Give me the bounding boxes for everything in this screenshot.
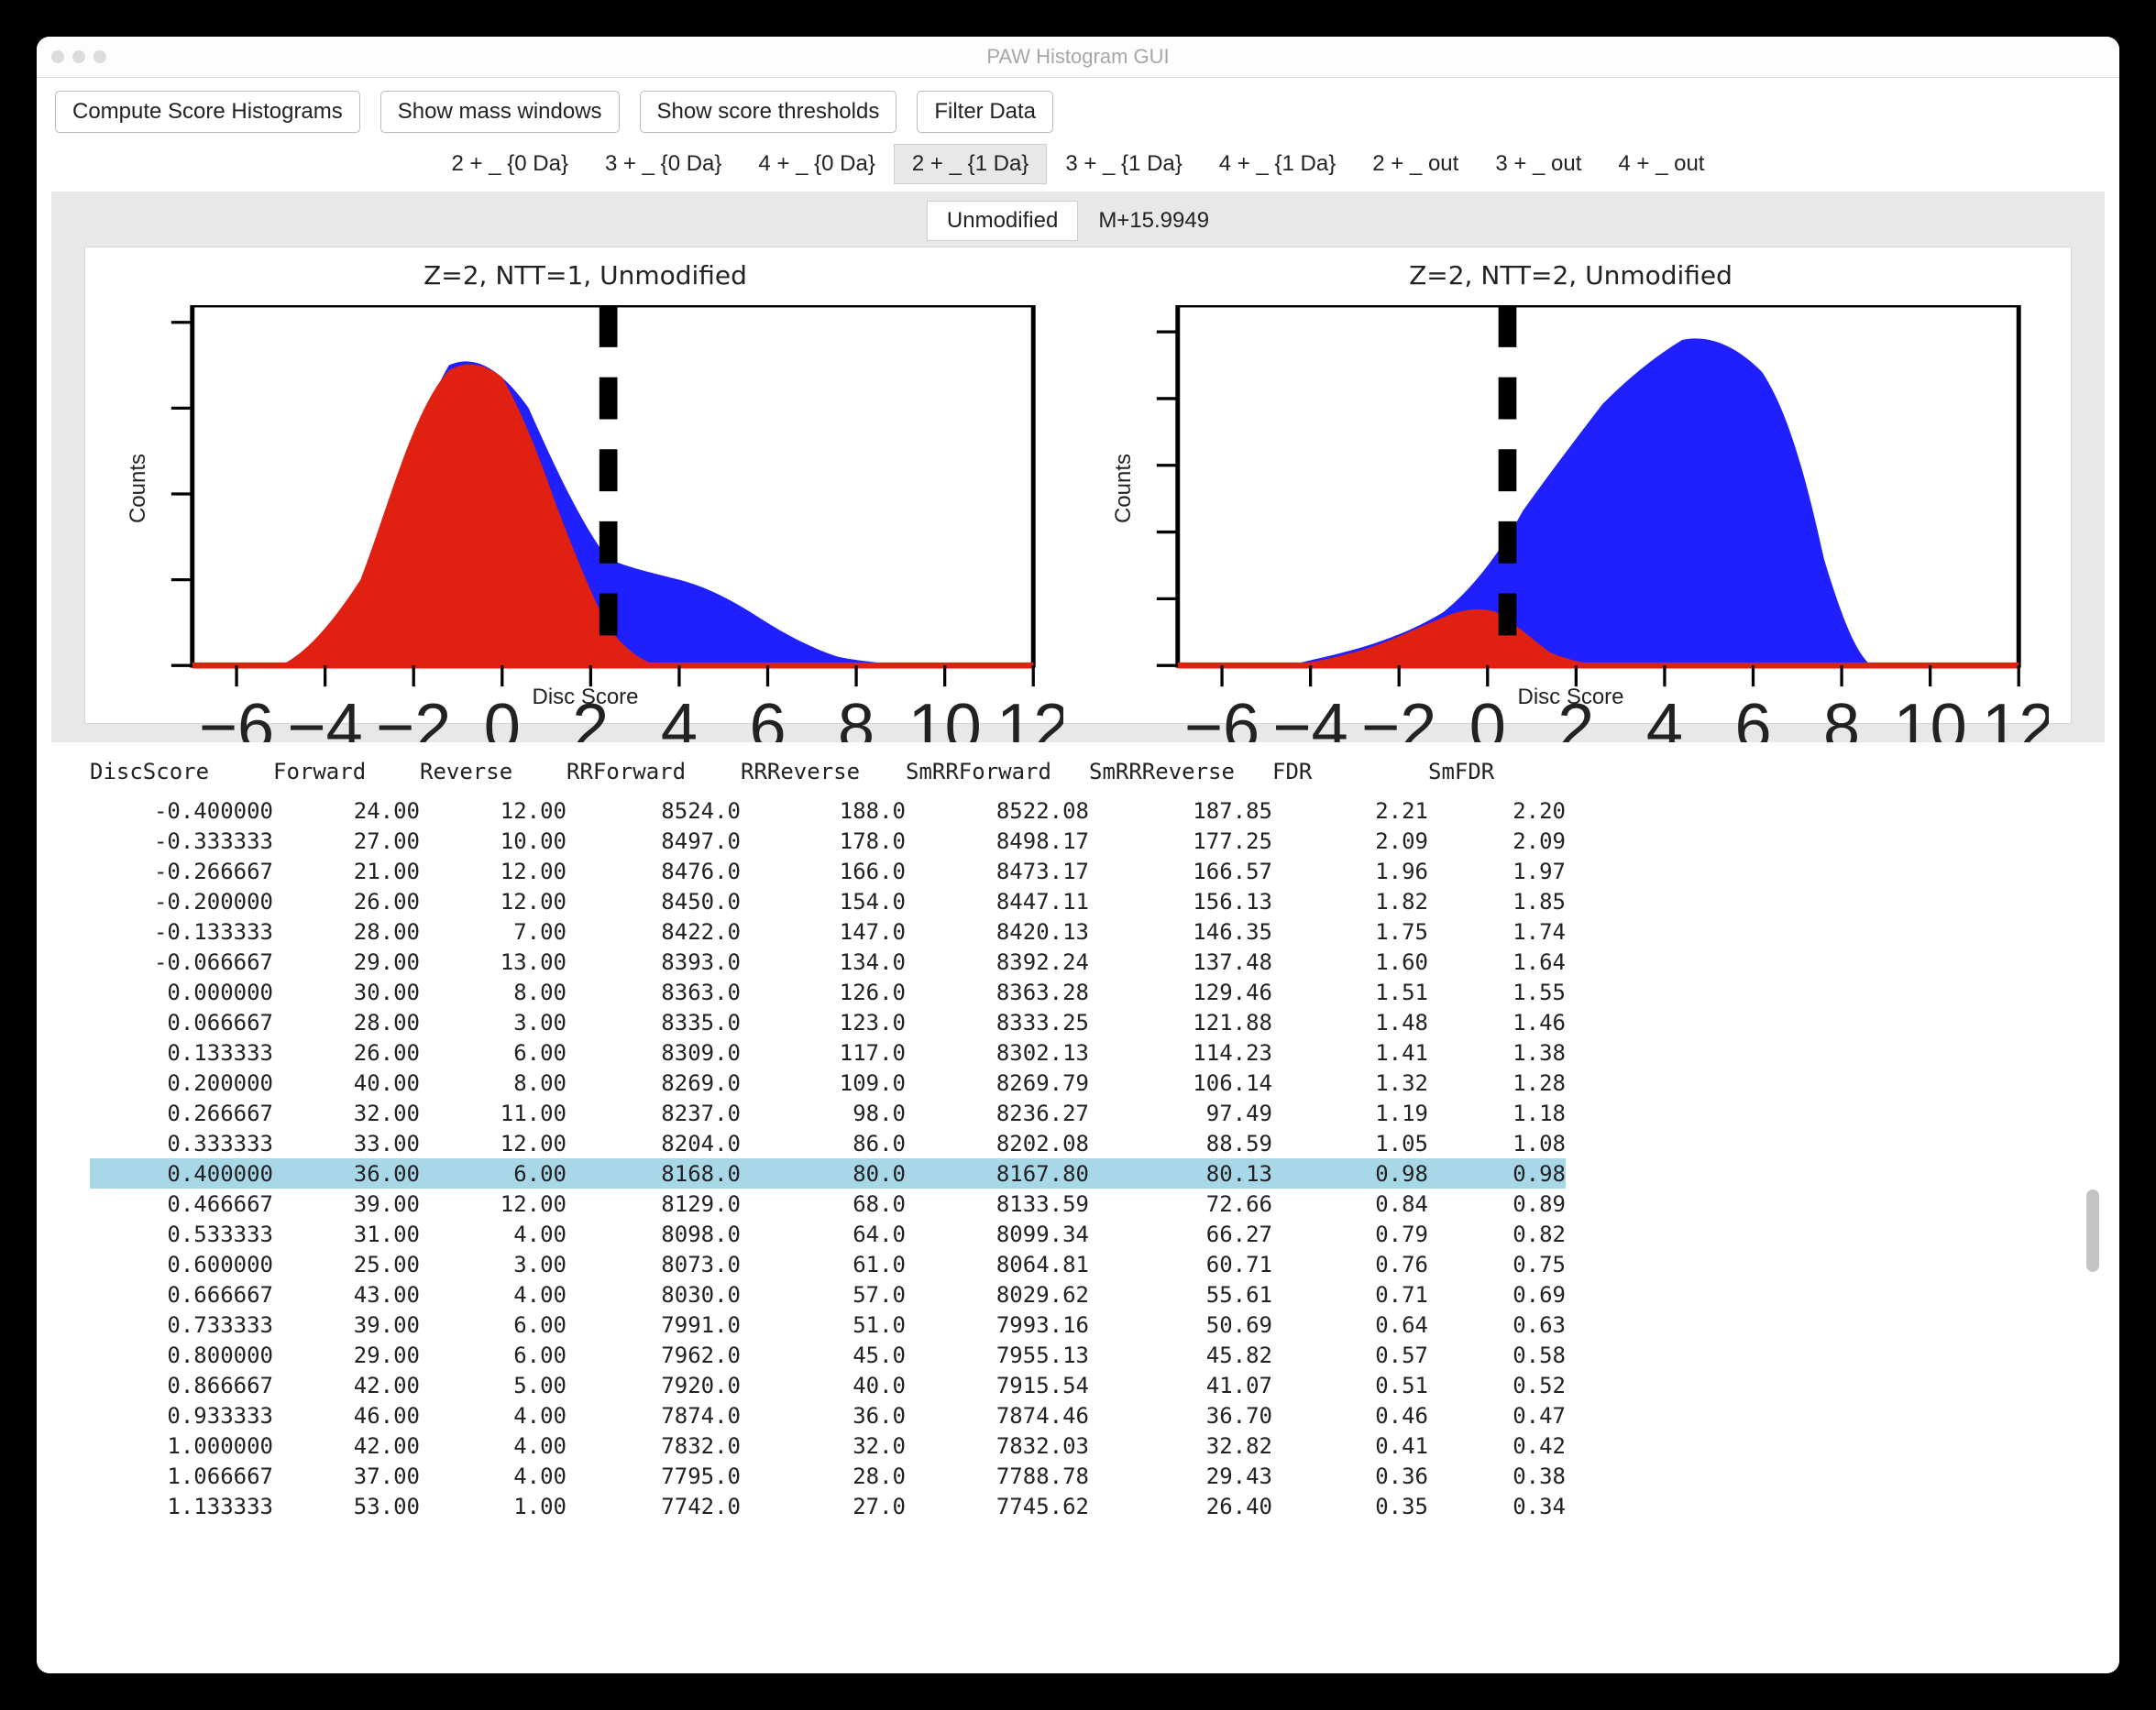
table-row[interactable]: 0.666667 43.00 4.00 8030.0 57.0 8029.62 … [90,1279,1566,1310]
plots-panel: UnmodifiedM+15.9949 Z=2, NTT=1, Unmodifi… [51,192,2105,742]
mod-tab-0[interactable]: Unmodified [927,201,1078,241]
table-row[interactable]: 0.400000 36.00 6.00 8168.0 80.0 8167.80 … [90,1158,1566,1189]
charge-tab-2[interactable]: 4 + _ {0 Da} [740,144,893,184]
table-row[interactable]: -0.400000 24.00 12.00 8524.0 188.0 8522.… [90,795,1566,826]
table-panel: DiscScoreForwardReverseRRForwardRRRevers… [51,742,2105,1673]
col-header-smrrforward: SmRRForward [906,742,1089,795]
table-row[interactable]: 0.466667 39.00 12.00 8129.0 68.0 8133.59… [90,1189,1566,1219]
table-row[interactable]: 0.933333 46.00 4.00 7874.0 36.0 7874.46 … [90,1400,1566,1430]
charge-tab-5[interactable]: 4 + _ {1 Da} [1201,144,1354,184]
table-row[interactable]: 0.533333 31.00 4.00 8098.0 64.0 8099.34 … [90,1219,1566,1249]
table-row[interactable]: -0.066667 29.00 13.00 8393.0 134.0 8392.… [90,947,1566,977]
plot-right-canvas: −6−4−20246810120255075100125 [1148,305,2049,756]
vertical-scrollbar[interactable] [2086,1189,2099,1272]
plot-right: Z=2, NTT=2, Unmodified Counts −6−4−20246… [1084,257,2058,710]
table-row[interactable]: 1.000000 42.00 4.00 7832.0 32.0 7832.03 … [90,1430,1566,1461]
charge-tab-0[interactable]: 2 + _ {0 Da} [434,144,587,184]
filter-data-button[interactable]: Filter Data [917,91,1053,133]
plot-left-canvas: −6−4−2024681012050100150200 [162,305,1063,756]
table-row[interactable]: 1.133333 53.00 1.00 7742.0 27.0 7745.62 … [90,1491,1566,1521]
col-header-reverse: Reverse [420,742,566,795]
zoom-icon[interactable] [94,50,106,63]
window-controls[interactable] [51,37,106,77]
app-window: PAW Histogram GUI Compute Score Histogra… [37,37,2119,1673]
table-row[interactable]: 0.000000 30.00 8.00 8363.0 126.0 8363.28… [90,977,1566,1007]
score-table[interactable]: DiscScoreForwardReverseRRForwardRRRevers… [90,742,1566,1521]
table-row[interactable]: -0.200000 26.00 12.00 8450.0 154.0 8447.… [90,886,1566,916]
col-header-fdr: FDR [1272,742,1428,795]
col-header-rrforward: RRForward [566,742,741,795]
plot-left: Z=2, NTT=1, Unmodified Counts −6−4−20246… [98,257,1072,710]
plot-left-title: Z=2, NTT=1, Unmodified [98,260,1072,290]
charge-tab-3[interactable]: 2 + _ {1 Da} [894,144,1047,184]
mod-tab-1[interactable]: M+15.9949 [1078,201,1229,241]
table-row[interactable]: -0.266667 21.00 12.00 8476.0 166.0 8473.… [90,856,1566,886]
window-title: PAW Histogram GUI [37,45,2119,69]
charge-tab-8[interactable]: 4 + _ out [1600,144,1722,184]
show-thresholds-button[interactable]: Show score thresholds [640,91,897,133]
titlebar: PAW Histogram GUI [37,37,2119,78]
charge-tab-7[interactable]: 3 + _ out [1477,144,1600,184]
col-header-rrreverse: RRReverse [741,742,906,795]
minimize-icon[interactable] [72,50,85,63]
close-icon[interactable] [51,50,64,63]
mod-tabstrip: UnmodifiedM+15.9949 [84,192,2072,241]
charge-tab-6[interactable]: 2 + _ out [1354,144,1477,184]
show-mass-windows-button[interactable]: Show mass windows [380,91,620,133]
compute-histograms-button[interactable]: Compute Score Histograms [55,91,360,133]
col-header-discscore: DiscScore [90,742,273,795]
table-row[interactable]: 0.866667 42.00 5.00 7920.0 40.0 7915.54 … [90,1370,1566,1400]
plots-row: Z=2, NTT=1, Unmodified Counts −6−4−20246… [84,247,2072,724]
toolbar: Compute Score Histograms Show mass windo… [51,91,2105,133]
table-row[interactable]: 0.133333 26.00 6.00 8309.0 117.0 8302.13… [90,1037,1566,1068]
table-row[interactable]: 1.066667 37.00 4.00 7795.0 28.0 7788.78 … [90,1461,1566,1491]
col-header-forward: Forward [273,742,420,795]
table-row[interactable]: 0.800000 29.00 6.00 7962.0 45.0 7955.13 … [90,1340,1566,1370]
col-header-smrrreverse: SmRRReverse [1089,742,1272,795]
col-header-smfdr: SmFDR [1428,742,1566,795]
content-area: Compute Score Histograms Show mass windo… [37,78,2119,1673]
plot-right-title: Z=2, NTT=2, Unmodified [1084,260,2058,290]
charge-tab-4[interactable]: 3 + _ {1 Da} [1047,144,1200,184]
table-row[interactable]: 0.266667 32.00 11.00 8237.0 98.0 8236.27… [90,1098,1566,1128]
table-row[interactable]: 0.733333 39.00 6.00 7991.0 51.0 7993.16 … [90,1310,1566,1340]
plot-right-ylabel: Counts [1111,454,1137,523]
charge-tabstrip: 2 + _ {0 Da}3 + _ {0 Da}4 + _ {0 Da}2 + … [51,144,2105,184]
table-row[interactable]: 0.066667 28.00 3.00 8335.0 123.0 8333.25… [90,1007,1566,1037]
table-row[interactable]: -0.133333 28.00 7.00 8422.0 147.0 8420.1… [90,916,1566,947]
table-row[interactable]: 0.333333 33.00 12.00 8204.0 86.0 8202.08… [90,1128,1566,1158]
table-row[interactable]: -0.333333 27.00 10.00 8497.0 178.0 8498.… [90,826,1566,856]
table-row[interactable]: 0.200000 40.00 8.00 8269.0 109.0 8269.79… [90,1068,1566,1098]
table-row[interactable]: 0.600000 25.00 3.00 8073.0 61.0 8064.81 … [90,1249,1566,1279]
charge-tab-1[interactable]: 3 + _ {0 Da} [587,144,740,184]
plot-left-ylabel: Counts [126,454,151,523]
